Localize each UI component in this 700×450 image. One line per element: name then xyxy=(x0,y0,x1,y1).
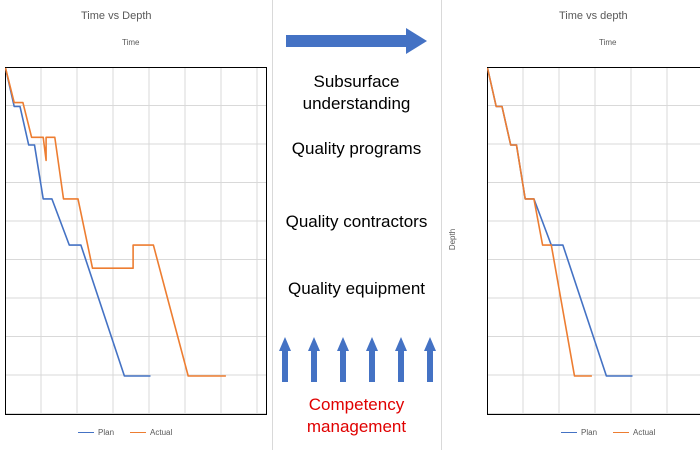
legend: Plan Actual xyxy=(561,428,655,437)
x-axis-title: Time xyxy=(599,38,617,47)
middle-item-equipment: Quality equipment xyxy=(287,279,426,298)
legend-swatch-actual xyxy=(130,432,147,433)
y-axis-title: Depth xyxy=(448,228,458,251)
legend-swatch-actual xyxy=(613,432,630,433)
middle-item-contractors: Quality contractors xyxy=(285,212,428,231)
competency-management: Competency management xyxy=(306,395,407,436)
chart-panel-left: Time vs Depth Time Plan Actual xyxy=(0,0,273,450)
plot-frame xyxy=(487,67,700,415)
series-line-plan xyxy=(5,67,151,377)
middle-item-subsurface: Subsurface understanding xyxy=(302,72,411,113)
series-line-actual xyxy=(487,67,592,377)
middle-item-programs: Quality programs xyxy=(291,139,422,158)
chart-panel-right: Time vs depth Time Depth Plan Actual xyxy=(441,0,700,450)
right-arrow-icon xyxy=(286,28,427,54)
plot-area xyxy=(5,67,267,415)
legend-swatch-plan xyxy=(561,432,577,433)
legend-label-plan: Plan xyxy=(581,428,598,437)
series-line-actual xyxy=(5,67,226,377)
plot-frame xyxy=(5,67,267,415)
series-line-plan xyxy=(487,67,633,377)
plot-area xyxy=(487,67,700,415)
chart-title: Time vs Depth xyxy=(81,10,152,22)
up-arrows-icon xyxy=(279,337,436,382)
legend-label-actual: Actual xyxy=(150,428,173,437)
legend-swatch-plan xyxy=(78,432,94,433)
legend-label-actual: Actual xyxy=(633,428,656,437)
chart-title: Time vs depth xyxy=(559,10,628,22)
legend-label-plan: Plan xyxy=(98,428,115,437)
x-axis-title: Time xyxy=(122,38,140,47)
legend: Plan Actual xyxy=(78,428,172,437)
